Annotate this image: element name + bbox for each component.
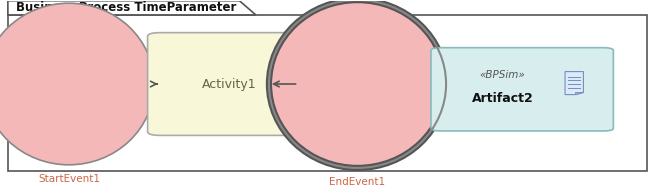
Text: «BPSim»: «BPSim» (480, 70, 525, 80)
Polygon shape (565, 72, 583, 95)
Polygon shape (575, 93, 583, 95)
FancyBboxPatch shape (148, 33, 312, 135)
FancyBboxPatch shape (431, 48, 613, 131)
Ellipse shape (0, 3, 154, 165)
Text: EndEvent1: EndEvent1 (329, 177, 386, 187)
FancyBboxPatch shape (8, 15, 647, 171)
Polygon shape (8, 1, 256, 15)
Text: Activity1: Activity1 (202, 78, 257, 91)
Text: StartEvent1: StartEvent1 (38, 174, 100, 184)
Text: Business Process TimeParameter: Business Process TimeParameter (16, 1, 236, 14)
Text: Artifact2: Artifact2 (472, 92, 533, 105)
Ellipse shape (269, 0, 446, 168)
